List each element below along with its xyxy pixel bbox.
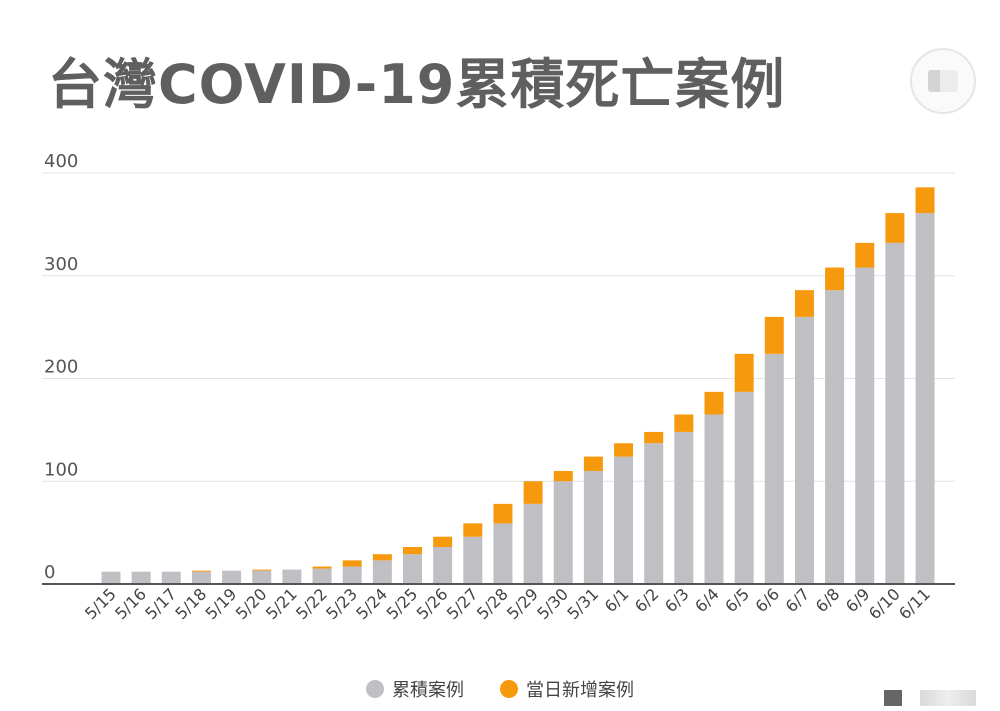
bar-cumulative-27 [915, 213, 935, 584]
bar-cumulative-25 [855, 267, 875, 584]
x-tick-label-23: 6/7 [782, 584, 814, 616]
bar-cumulative-12 [463, 536, 483, 584]
bar-daily-new-8 [342, 560, 362, 567]
x-tick-label-7: 5/22 [292, 584, 331, 623]
x-tick-label-11: 5/26 [413, 584, 452, 623]
bar-daily-new-18 [644, 431, 664, 444]
x-tick-label-17: 6/1 [601, 584, 633, 616]
bar-cumulative-20 [704, 414, 724, 584]
bar-daily-new-16 [583, 456, 603, 471]
bar-daily-new-19 [674, 414, 694, 432]
bar-cumulative-7 [312, 568, 332, 584]
legend-item-daily-new: 當日新增案例 [500, 676, 634, 702]
bar-cumulative-15 [553, 481, 573, 584]
x-tick-label-20: 6/4 [691, 584, 723, 616]
bar-daily-new-13 [493, 503, 513, 524]
x-tick-label-12: 5/27 [443, 584, 482, 623]
bar-daily-new-15 [553, 470, 573, 482]
bar-cumulative-19 [674, 431, 694, 584]
x-tick-label-2: 5/17 [141, 584, 180, 623]
x-tick-label-16: 5/31 [563, 584, 602, 623]
x-tick-label-15: 5/30 [533, 584, 572, 623]
x-tick-label-26: 6/10 [865, 584, 904, 623]
bar-cumulative-5 [252, 570, 272, 584]
bar-cumulative-10 [403, 554, 422, 584]
x-tick-label-19: 6/3 [661, 584, 693, 616]
bar-cumulative-1 [131, 571, 151, 584]
watermark-icon [884, 690, 902, 706]
bar-cumulative-4 [222, 570, 242, 584]
bar-daily-new-20 [704, 391, 724, 415]
bar-daily-new-17 [614, 443, 634, 457]
bar-cumulative-11 [433, 547, 453, 584]
y-tick-label-300: 300 [44, 254, 78, 275]
x-tick-label-1: 5/16 [111, 584, 150, 623]
x-tick-label-14: 5/29 [503, 584, 542, 623]
x-tick-label-0: 5/15 [81, 584, 120, 623]
bar-daily-new-26 [885, 213, 905, 243]
x-tick-label-27: 6/11 [895, 584, 934, 623]
legend: 累積案例 當日新增案例 [0, 676, 1000, 702]
legend-dot-daily-new [500, 680, 518, 698]
bar-daily-new-9 [372, 554, 392, 561]
bar-daily-new-22 [764, 316, 784, 354]
x-tick-label-4: 5/19 [202, 584, 241, 623]
bar-daily-new-24 [825, 267, 845, 291]
bar-cumulative-18 [644, 443, 664, 584]
x-tick-label-18: 6/2 [631, 584, 663, 616]
bar-daily-new-11 [433, 536, 453, 548]
bar-daily-new-10 [403, 547, 422, 555]
bar-cumulative-6 [282, 569, 302, 584]
bar-cumulative-26 [885, 242, 905, 584]
y-tick-label-200: 200 [44, 357, 78, 378]
bar-cumulative-13 [493, 523, 513, 584]
bar-cumulative-0 [101, 571, 121, 584]
y-tick-label-100: 100 [44, 459, 78, 480]
bar-cumulative-22 [764, 353, 784, 584]
y-tick-label-400: 400 [44, 151, 78, 172]
bar-daily-new-12 [463, 523, 483, 537]
x-tick-label-10: 5/25 [382, 584, 421, 623]
bar-cumulative-23 [794, 316, 814, 584]
y-tick-label-0: 0 [44, 562, 55, 583]
x-tick-label-22: 6/6 [751, 584, 783, 616]
bar-daily-new-3 [191, 570, 211, 572]
bar-daily-new-5 [252, 569, 272, 571]
bar-daily-new-7 [312, 566, 332, 569]
bar-daily-new-25 [855, 242, 875, 268]
bar-cumulative-3 [191, 571, 211, 584]
bar-daily-new-21 [734, 353, 754, 392]
bar-cumulative-9 [372, 560, 392, 584]
bar-cumulative-2 [161, 571, 181, 584]
watermark-logo [920, 690, 976, 706]
bar-cumulative-24 [825, 290, 845, 584]
bar-cumulative-14 [523, 503, 543, 584]
x-tick-label-8: 5/23 [322, 584, 361, 623]
legend-item-cumulative: 累積案例 [366, 676, 464, 702]
x-tick-label-21: 6/5 [721, 584, 753, 616]
legend-label-daily-new: 當日新增案例 [526, 680, 634, 701]
bar-daily-new-14 [523, 481, 543, 504]
legend-dot-cumulative [366, 680, 384, 698]
bar-cumulative-17 [614, 456, 634, 584]
bar-cumulative-16 [583, 470, 603, 584]
x-tick-label-6: 5/21 [262, 584, 301, 623]
logo-icon [910, 48, 976, 114]
x-tick-label-5: 5/20 [232, 584, 271, 623]
x-tick-label-9: 5/24 [352, 584, 391, 623]
bar-daily-new-23 [794, 290, 814, 317]
x-tick-label-24: 6/8 [812, 584, 844, 616]
bar-cumulative-8 [342, 566, 362, 584]
legend-label-cumulative: 累積案例 [392, 680, 464, 701]
x-tick-label-3: 5/18 [171, 584, 210, 623]
x-tick-label-13: 5/28 [473, 584, 512, 623]
bar-daily-new-27 [915, 187, 935, 214]
bar-cumulative-21 [734, 391, 754, 584]
chart-title: 台灣COVID-19累積死亡案例 [48, 53, 786, 116]
